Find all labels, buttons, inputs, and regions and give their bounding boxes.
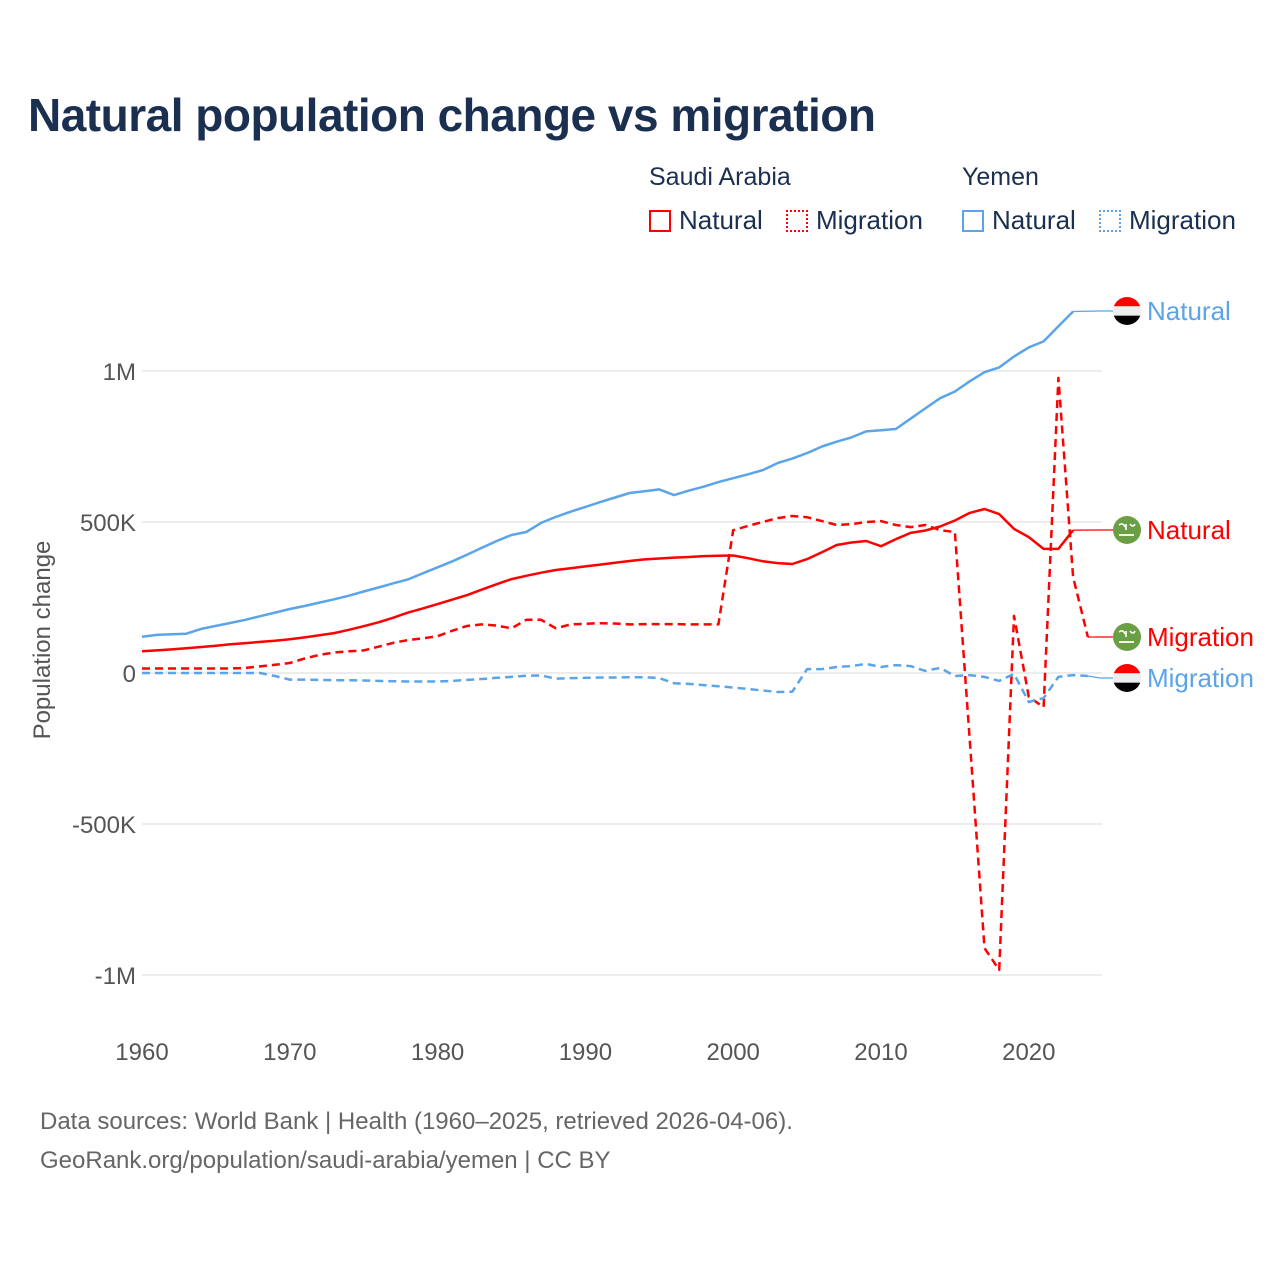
legend-group-saudi-arabia: Saudi Arabia: [649, 163, 791, 191]
series-line-yemen-natural[interactable]: [141, 310, 1074, 639]
footer-sources: Data sources: World Bank | Health (1960–…: [40, 1108, 793, 1135]
legend-item-saudi-migration[interactable]: Migration: [786, 205, 923, 236]
series-line-yemen-migration[interactable]: [142, 662, 1088, 704]
legend-label: Migration: [1129, 205, 1236, 235]
y-axis-label: Population change: [29, 541, 56, 740]
y-tick-label: 500K: [80, 510, 136, 537]
end-label: Migration: [1147, 622, 1254, 652]
footer-attribution[interactable]: GeoRank.org/population/saudi-arabia/yeme…: [40, 1147, 611, 1174]
saudi-flag-icon: [1113, 623, 1141, 651]
saudi-flag-icon: [1113, 516, 1141, 544]
series-line-saudi-arabia-migration[interactable]: [142, 376, 1090, 972]
end-label: Natural: [1147, 515, 1231, 545]
y-tick-label: 1M: [103, 359, 136, 386]
x-tick-label: 1970: [263, 1039, 316, 1066]
legend-label: Natural: [992, 205, 1076, 235]
x-tick-label: 1980: [411, 1039, 464, 1066]
legend-item-saudi-natural[interactable]: Natural: [649, 205, 763, 236]
x-tick-label: 2010: [854, 1039, 907, 1066]
end-label-connector: [1073, 310, 1113, 313]
legend-label: Natural: [679, 205, 763, 235]
dotted-line-swatch-icon: [786, 209, 808, 232]
yemen-flag-icon: [1113, 297, 1141, 325]
solid-line-swatch-icon: [649, 209, 671, 232]
series-line-saudi-arabia-natural[interactable]: [141, 507, 1075, 653]
solid-line-swatch-icon: [962, 209, 984, 232]
legend-item-yemen-natural[interactable]: Natural: [962, 205, 1076, 236]
end-label: Migration: [1147, 663, 1254, 693]
x-tick-label: 2020: [1002, 1039, 1055, 1066]
y-tick-label: 0: [123, 661, 136, 688]
legend-item-yemen-migration[interactable]: Migration: [1099, 205, 1236, 236]
legend-group-yemen: Yemen: [962, 163, 1039, 191]
legend-label: Migration: [816, 205, 923, 235]
x-tick-label: 2000: [707, 1039, 760, 1066]
chart-title: Natural population change vs migration: [28, 89, 876, 141]
dotted-line-swatch-icon: [1099, 209, 1121, 232]
x-tick-label: 1990: [559, 1039, 612, 1066]
end-label: Natural: [1147, 296, 1231, 326]
yemen-flag-icon: [1113, 664, 1141, 692]
y-tick-label: -1M: [95, 963, 136, 990]
x-tick-label: 1960: [115, 1039, 168, 1066]
end-label-connector: [1087, 675, 1113, 679]
y-tick-label: -500K: [72, 812, 136, 839]
